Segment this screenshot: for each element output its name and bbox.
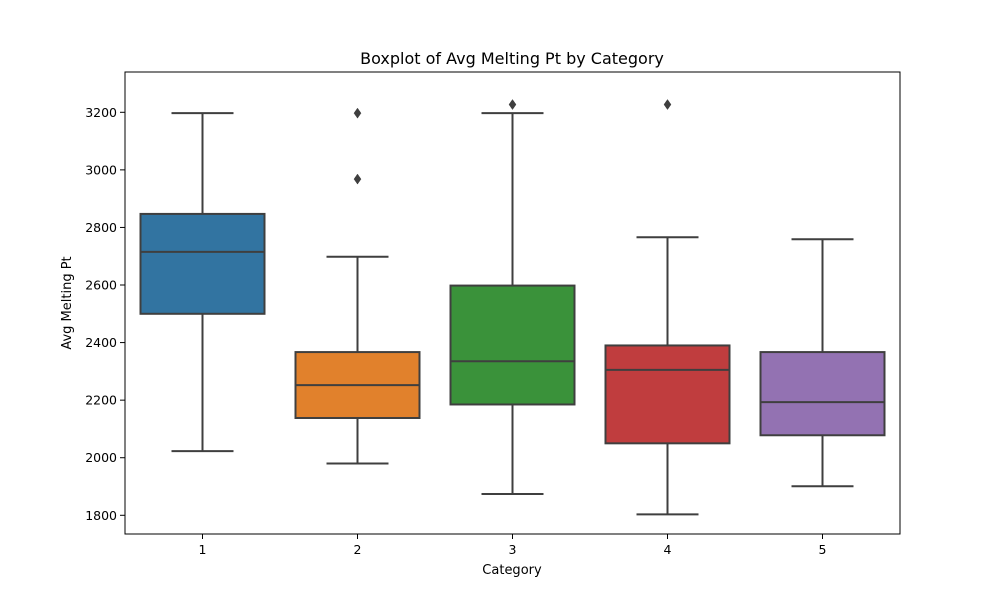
outlier-point — [508, 99, 517, 110]
outlier-point — [353, 173, 362, 185]
y-tick-label: 2600 — [85, 278, 117, 293]
iqr-box — [759, 351, 886, 437]
y-tick-label: 2000 — [85, 450, 117, 465]
plot-frame — [124, 71, 901, 535]
x-tick-label: 2 — [354, 542, 362, 557]
box-group-category-2 — [294, 107, 421, 465]
y-axis-label: Avg Melting Pt — [60, 256, 75, 349]
chart-title: Boxplot of Avg Melting Pt by Category — [360, 49, 664, 68]
y-tick-label: 3200 — [85, 105, 117, 120]
box-group-category-3 — [449, 99, 576, 495]
outlier-point — [663, 99, 672, 110]
iqr-box — [139, 212, 266, 315]
boxes-layer — [139, 99, 886, 516]
x-tick-label: 5 — [819, 542, 827, 557]
y-tick-label: 2800 — [85, 220, 117, 235]
outlier-point — [353, 107, 362, 119]
y-tick-label: 1800 — [85, 508, 117, 523]
x-tick-label: 1 — [199, 542, 207, 557]
box-group-category-4 — [604, 99, 731, 516]
box-group-category-5 — [759, 238, 886, 488]
iqr-box — [449, 284, 576, 406]
iqr-box — [604, 344, 731, 445]
y-tick-label: 3000 — [85, 162, 117, 177]
axes-layer: 1800 2000 2200 2400 2600 2800 3000 3200 1 2 3 4 5 — [85, 105, 826, 557]
y-tick-label: 2400 — [85, 335, 117, 350]
box-group-category-1 — [139, 112, 266, 453]
x-tick-label: 4 — [664, 542, 672, 557]
x-tick-label: 3 — [509, 542, 517, 557]
y-tick-label: 2200 — [85, 393, 117, 408]
x-axis-label: Category — [482, 563, 542, 578]
